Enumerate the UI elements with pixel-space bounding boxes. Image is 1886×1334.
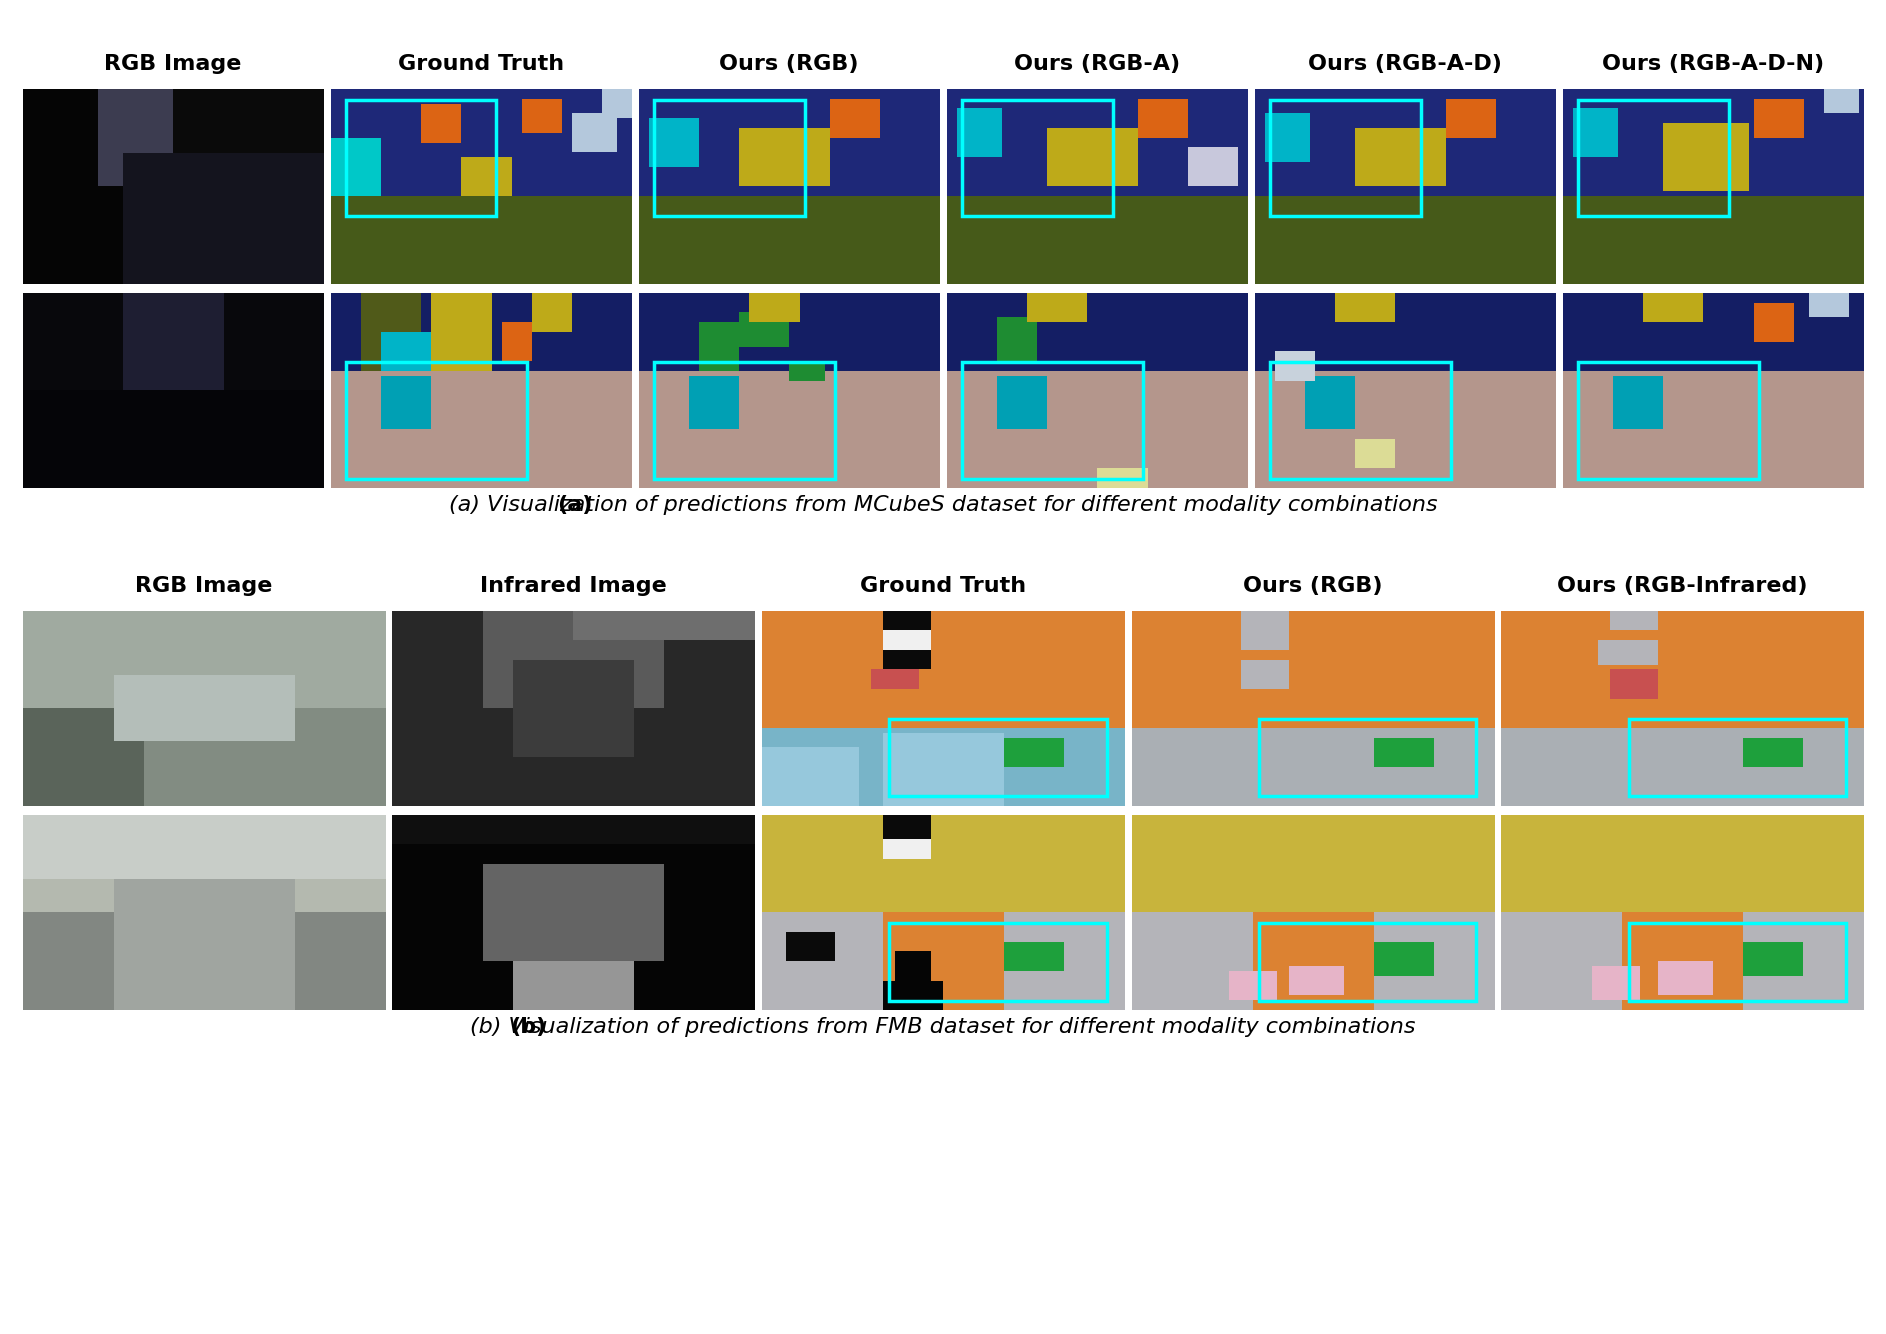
Bar: [347, 362, 526, 479]
Bar: [1271, 362, 1450, 479]
Text: Ground Truth: Ground Truth: [860, 576, 1026, 595]
Bar: [1579, 100, 1729, 216]
Bar: [962, 362, 1143, 479]
Bar: [962, 100, 1113, 216]
Bar: [347, 100, 496, 216]
Text: RGB Image: RGB Image: [104, 55, 241, 73]
Text: (a): (a): [558, 495, 592, 515]
Bar: [1579, 362, 1758, 479]
Text: Infrared Image: Infrared Image: [479, 576, 668, 595]
Bar: [1630, 923, 1846, 1000]
Text: Ground Truth: Ground Truth: [398, 55, 564, 73]
Bar: [1260, 719, 1477, 796]
Text: Ours (RGB): Ours (RGB): [1243, 576, 1382, 595]
Text: Ours (RGB-Infrared): Ours (RGB-Infrared): [1558, 576, 1807, 595]
Bar: [654, 100, 805, 216]
Bar: [654, 362, 834, 479]
Text: Ours (RGB-A-D-N): Ours (RGB-A-D-N): [1601, 55, 1824, 73]
Text: (a) Visualization of predictions from MCubeS dataset for different modality comb: (a) Visualization of predictions from MC…: [449, 495, 1437, 515]
Bar: [1271, 100, 1420, 216]
Text: Ours (RGB-A-D): Ours (RGB-A-D): [1309, 55, 1501, 73]
Bar: [1630, 719, 1846, 796]
Text: (b): (b): [509, 1017, 547, 1037]
Bar: [890, 923, 1107, 1000]
Text: Ours (RGB): Ours (RGB): [719, 55, 858, 73]
Bar: [1260, 923, 1477, 1000]
Text: RGB Image: RGB Image: [136, 576, 272, 595]
Text: Ours (RGB-A): Ours (RGB-A): [1015, 55, 1181, 73]
Bar: [890, 719, 1107, 796]
Text: (b) Visualization of predictions from FMB dataset for different modality combina: (b) Visualization of predictions from FM…: [470, 1017, 1416, 1037]
